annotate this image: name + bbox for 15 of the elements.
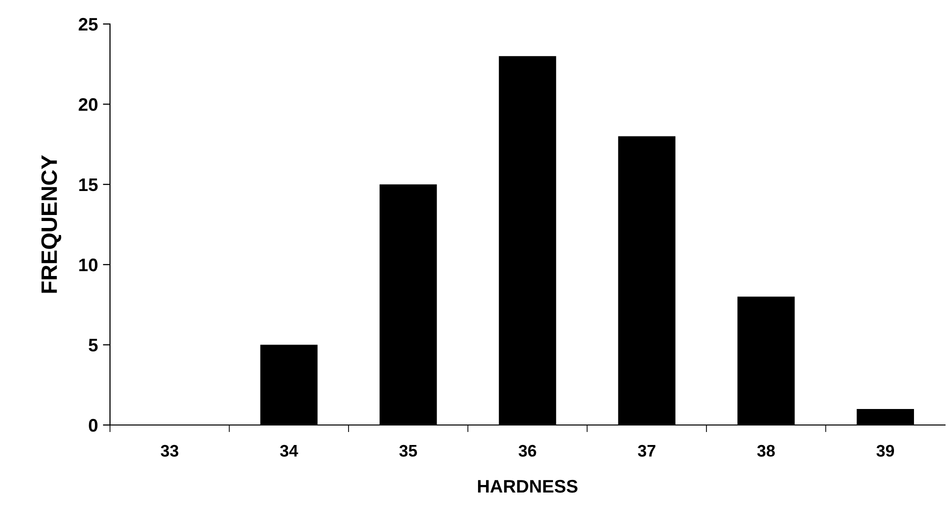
y-tick-label: 25	[78, 18, 98, 31]
x-tick-label: 38	[757, 444, 775, 457]
x-tick-label: 39	[876, 444, 894, 457]
x-tick-label: 34	[280, 444, 298, 457]
x-tick-label: 35	[399, 444, 418, 457]
y-tick-label: 10	[79, 258, 98, 272]
y-tick-label: 15	[79, 178, 98, 192]
x-tick-label: 37	[638, 444, 656, 457]
x-axis-title: HARDNESS	[478, 480, 578, 493]
y-tick-label: 5	[88, 338, 98, 352]
x-tick-label: 36	[518, 444, 536, 457]
y-tick-label: 20	[78, 98, 98, 111]
y-tick-label: 0	[88, 418, 98, 432]
x-tick-label: 33	[160, 444, 178, 457]
y-axis-title: FREQUENCY	[41, 155, 62, 293]
